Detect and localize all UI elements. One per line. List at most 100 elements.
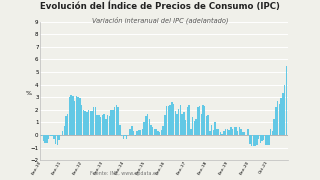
Bar <box>171 102 172 135</box>
Bar <box>95 107 96 135</box>
Bar <box>135 135 136 136</box>
Bar <box>138 130 140 135</box>
Bar <box>90 111 91 135</box>
Bar <box>280 98 282 135</box>
Bar <box>277 101 278 135</box>
Bar <box>141 129 143 135</box>
Text: Variación interanual del IPC (adelantado): Variación interanual del IPC (adelantado… <box>92 16 228 24</box>
Bar <box>93 107 94 135</box>
Bar <box>152 127 154 135</box>
Bar <box>270 129 271 135</box>
Bar <box>247 129 249 135</box>
Bar <box>112 110 114 135</box>
Bar <box>181 114 183 135</box>
Bar <box>185 120 187 135</box>
Bar <box>145 116 147 135</box>
Bar <box>41 135 43 136</box>
Bar <box>123 135 124 139</box>
Bar <box>227 129 228 135</box>
Bar <box>284 85 285 135</box>
Bar <box>272 131 273 135</box>
Bar <box>136 131 138 135</box>
Bar <box>70 95 72 135</box>
Bar <box>121 135 122 136</box>
Bar <box>190 129 192 135</box>
Bar <box>234 127 235 135</box>
Bar <box>50 135 51 136</box>
Bar <box>46 135 48 143</box>
Bar <box>254 135 256 146</box>
Bar <box>228 130 230 135</box>
Bar <box>273 119 275 135</box>
Bar <box>204 106 205 135</box>
Bar <box>105 119 107 135</box>
Bar <box>100 117 101 135</box>
Bar <box>232 129 233 135</box>
Bar <box>188 105 190 135</box>
Bar <box>116 105 117 135</box>
Bar <box>83 110 84 135</box>
Bar <box>88 110 89 135</box>
Bar <box>98 115 100 135</box>
Bar <box>176 114 178 135</box>
Bar <box>108 116 110 135</box>
Bar <box>84 111 86 135</box>
Bar <box>282 93 284 135</box>
Bar <box>180 105 181 135</box>
Bar <box>58 135 60 140</box>
Bar <box>197 107 198 135</box>
Bar <box>237 131 238 135</box>
Bar <box>285 66 287 135</box>
Bar <box>168 106 169 135</box>
Bar <box>207 115 209 135</box>
Bar <box>67 114 68 135</box>
Bar <box>57 135 58 145</box>
Bar <box>43 135 44 141</box>
Bar <box>169 105 171 135</box>
Bar <box>110 110 112 135</box>
Bar <box>242 132 244 135</box>
Bar <box>223 131 225 135</box>
Bar <box>77 97 79 135</box>
Bar <box>65 116 67 135</box>
Bar <box>64 126 65 135</box>
Bar <box>162 126 164 135</box>
Bar <box>164 115 166 135</box>
Bar <box>249 135 251 144</box>
Bar <box>130 129 131 135</box>
Bar <box>140 130 141 135</box>
Bar <box>76 96 77 135</box>
Bar <box>166 106 167 135</box>
Bar <box>251 135 252 146</box>
Bar <box>62 131 63 135</box>
Bar <box>97 115 98 135</box>
Bar <box>102 115 103 135</box>
Bar <box>161 130 162 135</box>
Bar <box>199 106 200 135</box>
Bar <box>143 122 145 135</box>
Bar <box>69 97 70 135</box>
Bar <box>86 112 88 135</box>
Bar <box>150 125 152 135</box>
Bar <box>119 125 121 135</box>
Bar <box>53 135 55 139</box>
Bar <box>44 135 46 143</box>
Bar <box>91 111 93 135</box>
Bar <box>225 129 226 135</box>
Bar <box>260 135 261 143</box>
Bar <box>265 135 266 145</box>
Bar <box>173 103 174 135</box>
Bar <box>107 115 108 135</box>
Bar <box>114 107 115 135</box>
Bar <box>267 135 268 145</box>
Bar <box>147 114 148 135</box>
Bar <box>214 122 216 135</box>
Bar <box>187 107 188 135</box>
Bar <box>157 131 159 135</box>
Bar <box>48 135 49 139</box>
Bar <box>220 132 221 135</box>
Bar <box>202 105 204 135</box>
Bar <box>148 119 150 135</box>
Bar <box>103 114 105 135</box>
Bar <box>261 135 263 141</box>
